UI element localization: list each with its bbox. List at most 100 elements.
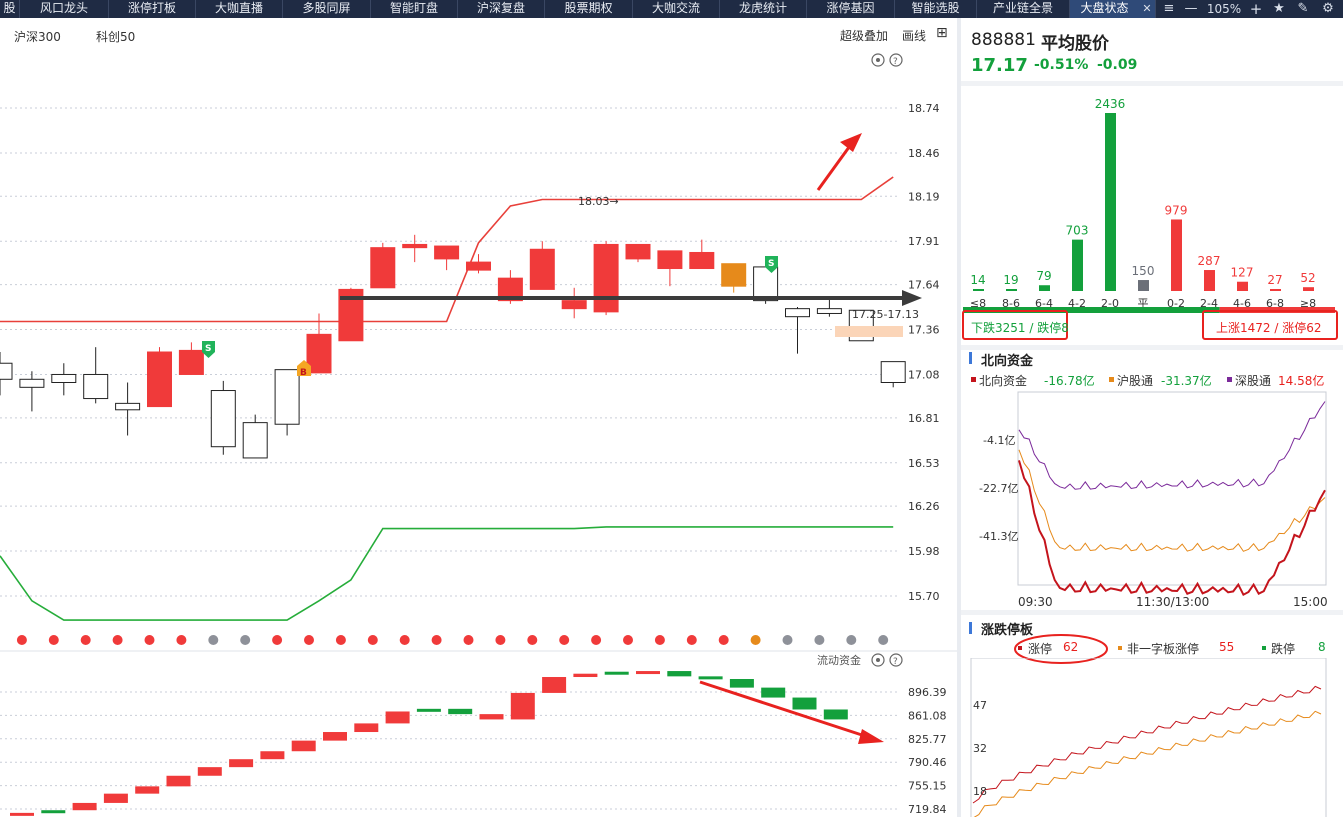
zoom-level: 105% bbox=[1206, 2, 1242, 16]
tab-options[interactable]: 股票期权 bbox=[545, 0, 633, 18]
tab-industry-chain[interactable]: 产业链全景 bbox=[977, 0, 1070, 18]
zoom-in-icon[interactable]: + bbox=[1249, 0, 1263, 18]
zoom-out-icon[interactable]: — bbox=[1184, 1, 1198, 16]
dist-bar-value: 979 bbox=[1165, 203, 1188, 217]
tab-market-status[interactable]: 大盘状态 bbox=[1070, 0, 1156, 18]
dist-bar[interactable] bbox=[1039, 285, 1050, 291]
candle[interactable] bbox=[370, 242, 396, 289]
draw-line-button[interactable]: 画线 bbox=[902, 29, 927, 43]
limit-y-tick: 32 bbox=[973, 742, 987, 755]
dist-bar[interactable] bbox=[973, 289, 984, 291]
candle[interactable] bbox=[466, 254, 491, 274]
legend-swatch bbox=[1262, 646, 1266, 650]
candle[interactable] bbox=[880, 361, 906, 388]
price-axis-label: 16.26 bbox=[908, 500, 940, 513]
separator bbox=[961, 345, 1343, 350]
tab-limit-up-board[interactable]: 涨停打板 bbox=[109, 0, 196, 18]
dist-bar[interactable] bbox=[1270, 289, 1281, 291]
candle[interactable] bbox=[51, 363, 77, 396]
help-icon[interactable]: ? bbox=[889, 53, 903, 67]
candle[interactable] bbox=[19, 371, 45, 412]
dist-bar[interactable] bbox=[1138, 280, 1149, 291]
flow-axis-label: 719.84 bbox=[908, 803, 947, 816]
dist-bar[interactable] bbox=[1006, 289, 1017, 291]
edit-icon[interactable]: ✎ bbox=[1297, 1, 1309, 16]
tab-dragon-tiger[interactable]: 龙虎统计 bbox=[720, 0, 807, 18]
candle[interactable] bbox=[242, 414, 268, 459]
candle[interactable] bbox=[0, 352, 13, 396]
signal-dot bbox=[686, 635, 697, 645]
super-overlay-button[interactable]: 超级叠加 bbox=[840, 29, 889, 43]
layout-grid-icon[interactable]: ⊞ bbox=[936, 25, 948, 41]
tab-multi-stock[interactable]: 多股同屏 bbox=[283, 0, 371, 18]
candle[interactable] bbox=[338, 287, 364, 342]
dist-bar[interactable] bbox=[1303, 287, 1314, 291]
dist-category: 6-4 bbox=[1035, 297, 1053, 310]
lower-band-line bbox=[0, 526, 894, 621]
dist-bar[interactable] bbox=[1171, 219, 1182, 291]
candle[interactable] bbox=[402, 234, 428, 263]
legend-swatch bbox=[971, 377, 976, 382]
dist-category: 4-6 bbox=[1233, 297, 1251, 310]
candle[interactable] bbox=[210, 380, 236, 455]
tab-smart-watch[interactable]: 智能盯盘 bbox=[371, 0, 458, 18]
legend-sz-value: 14.58亿 bbox=[1278, 374, 1325, 388]
candle[interactable] bbox=[561, 287, 587, 319]
flow-settings-icon[interactable] bbox=[871, 653, 885, 667]
dist-bar[interactable] bbox=[1204, 270, 1215, 291]
candle[interactable] bbox=[657, 250, 683, 287]
down-count-highlight bbox=[962, 310, 1068, 340]
index-star50-tab[interactable]: 科创50 bbox=[96, 30, 136, 44]
candle[interactable] bbox=[115, 382, 141, 436]
flow-axis-label: 790.46 bbox=[908, 756, 947, 769]
sell-signal-label-2: S bbox=[768, 259, 774, 269]
tab-stock[interactable]: 股 bbox=[0, 0, 20, 18]
candle[interactable] bbox=[147, 347, 172, 408]
tab-market-review[interactable]: 沪深复盘 bbox=[458, 0, 545, 18]
candle[interactable] bbox=[529, 241, 555, 290]
limit-y-tick: 18 bbox=[973, 785, 987, 798]
dist-bar-value: 703 bbox=[1066, 224, 1089, 238]
dist-bar[interactable] bbox=[1237, 281, 1248, 291]
separator bbox=[961, 81, 1343, 86]
dist-category: 0-2 bbox=[1167, 297, 1185, 310]
signal-dot bbox=[304, 635, 314, 645]
candle[interactable] bbox=[785, 307, 810, 354]
pane-divider[interactable] bbox=[957, 18, 961, 817]
candle[interactable] bbox=[83, 347, 109, 404]
legend-swatch bbox=[1109, 377, 1114, 382]
flow-help-icon[interactable]: ? bbox=[889, 653, 903, 667]
candle[interactable] bbox=[274, 369, 300, 436]
candle[interactable] bbox=[434, 245, 460, 271]
tab-smart-picker[interactable]: 智能选股 bbox=[895, 0, 977, 18]
candle[interactable] bbox=[306, 313, 332, 374]
candle[interactable] bbox=[721, 263, 747, 293]
candle[interactable] bbox=[625, 243, 651, 263]
high-price-annotation: 18.03→ bbox=[578, 195, 619, 208]
star-icon[interactable]: ★ bbox=[1273, 1, 1285, 16]
settings-icon[interactable]: ⚙ bbox=[1322, 1, 1334, 16]
tab-expert-live[interactable]: 大咖直播 bbox=[196, 0, 283, 18]
flow-down-arrow bbox=[699, 680, 884, 744]
flow-bar bbox=[291, 740, 316, 752]
candle[interactable] bbox=[178, 342, 204, 375]
price-axis-label: 15.70 bbox=[908, 590, 940, 603]
tab-hot-leaders[interactable]: 风口龙头 bbox=[20, 0, 109, 18]
chart-settings-icon[interactable] bbox=[871, 53, 885, 67]
index-hs300-tab[interactable]: 沪深300 bbox=[14, 30, 61, 44]
candle[interactable] bbox=[593, 241, 619, 316]
menu-icon[interactable]: ≡ bbox=[1163, 1, 1175, 16]
price-axis-label: 16.81 bbox=[908, 412, 940, 425]
signal-dot bbox=[48, 635, 59, 645]
candle[interactable] bbox=[689, 239, 715, 270]
candle[interactable] bbox=[816, 299, 842, 317]
dist-bar-value: 14 bbox=[970, 273, 985, 287]
dist-bar[interactable] bbox=[1105, 113, 1116, 291]
signal-dot bbox=[80, 635, 91, 645]
signal-dot bbox=[335, 635, 346, 645]
dist-bar-value: 287 bbox=[1198, 254, 1221, 268]
dist-bar[interactable] bbox=[1072, 239, 1083, 291]
close-tab-icon[interactable]: ✕ bbox=[1142, 2, 1152, 15]
tab-expert-chat[interactable]: 大咖交流 bbox=[633, 0, 720, 18]
tab-limit-gene[interactable]: 涨停基因 bbox=[807, 0, 895, 18]
